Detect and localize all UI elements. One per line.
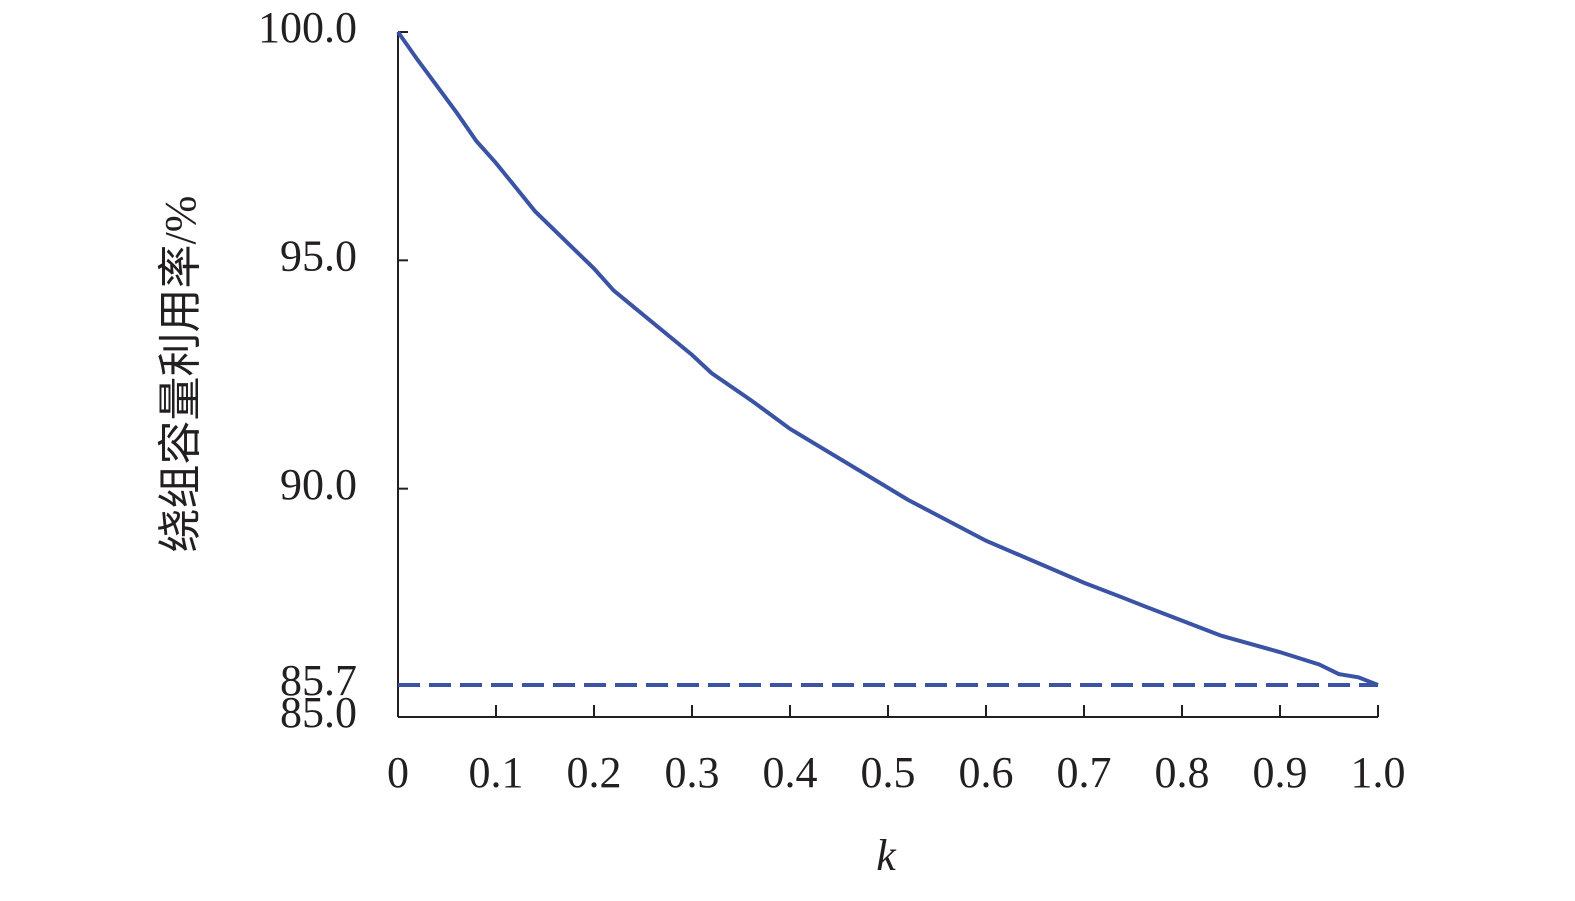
y-tick-label: 90.0 <box>280 460 357 509</box>
x-tick-label: 0.6 <box>959 748 1014 797</box>
y-tick-label: 85.7 <box>280 656 357 705</box>
x-axis-title: k <box>876 831 897 880</box>
x-tick-label: 0.2 <box>567 748 622 797</box>
x-tick-label: 0.5 <box>861 748 916 797</box>
line-series <box>396 30 1379 687</box>
y-tick-label: 100.0 <box>258 3 357 52</box>
x-tick-label: 0.8 <box>1155 748 1210 797</box>
x-tick-label: 1.0 <box>1351 748 1406 797</box>
x-tick-label: 0 <box>387 748 409 797</box>
x-tick-label: 0.9 <box>1253 748 1308 797</box>
x-tick-label: 0.3 <box>665 748 720 797</box>
x-tick-label: 0.1 <box>469 748 524 797</box>
x-tick-label: 0.4 <box>763 748 818 797</box>
y-axis-title: 绕组容量利用率/% <box>156 196 205 553</box>
y-tick-label: 85.0 <box>280 688 357 737</box>
x-tick-label: 0.7 <box>1057 748 1112 797</box>
y-tick-label: 95.0 <box>280 231 357 280</box>
